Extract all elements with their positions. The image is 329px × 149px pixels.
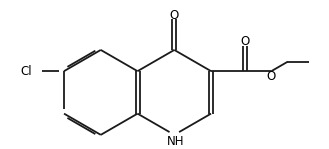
Text: Cl: Cl bbox=[21, 65, 33, 78]
Text: O: O bbox=[240, 35, 250, 48]
Text: NH: NH bbox=[166, 135, 184, 148]
Text: O: O bbox=[170, 9, 179, 22]
Text: O: O bbox=[267, 70, 276, 83]
